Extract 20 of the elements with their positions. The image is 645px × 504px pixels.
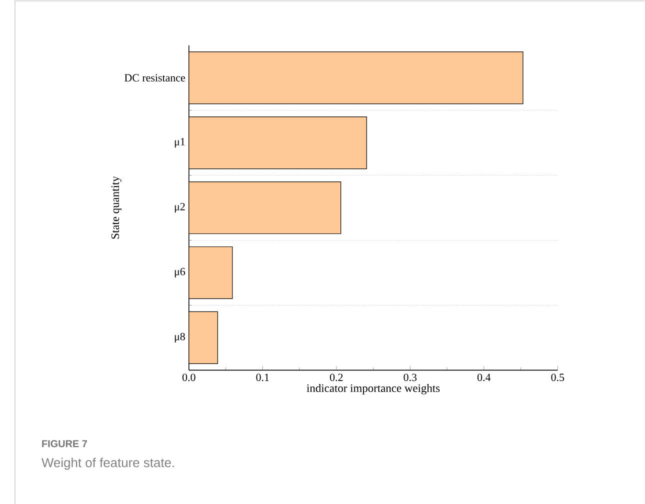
y-tick-label: DC resistance [124,74,185,82]
x-tick-label: 0.3 [404,373,417,381]
bar [188,181,342,234]
caption: FIGURE 7 [42,440,87,447]
text: Weight of feature state. [42,457,174,470]
bar [188,51,524,104]
x-tick-label: 0.1 [256,373,269,381]
x-tick-label: 0.2 [330,373,343,381]
y-tick-label: μ2 [174,202,185,212]
y-tick-label: μ6 [174,268,186,278]
y-tick-label: μ1 [174,138,185,148]
x-axis-title: indicator importance weights [306,384,440,394]
bar [188,116,367,169]
y-tick-label: μ8 [174,332,185,342]
bar [188,246,233,299]
x-tick-label: 0.4 [477,373,491,381]
bar [188,311,218,364]
y-axis-title: State quantity [111,176,122,238]
text: 0.0 [182,373,196,381]
x-tick-label: 0.5 [551,373,564,381]
